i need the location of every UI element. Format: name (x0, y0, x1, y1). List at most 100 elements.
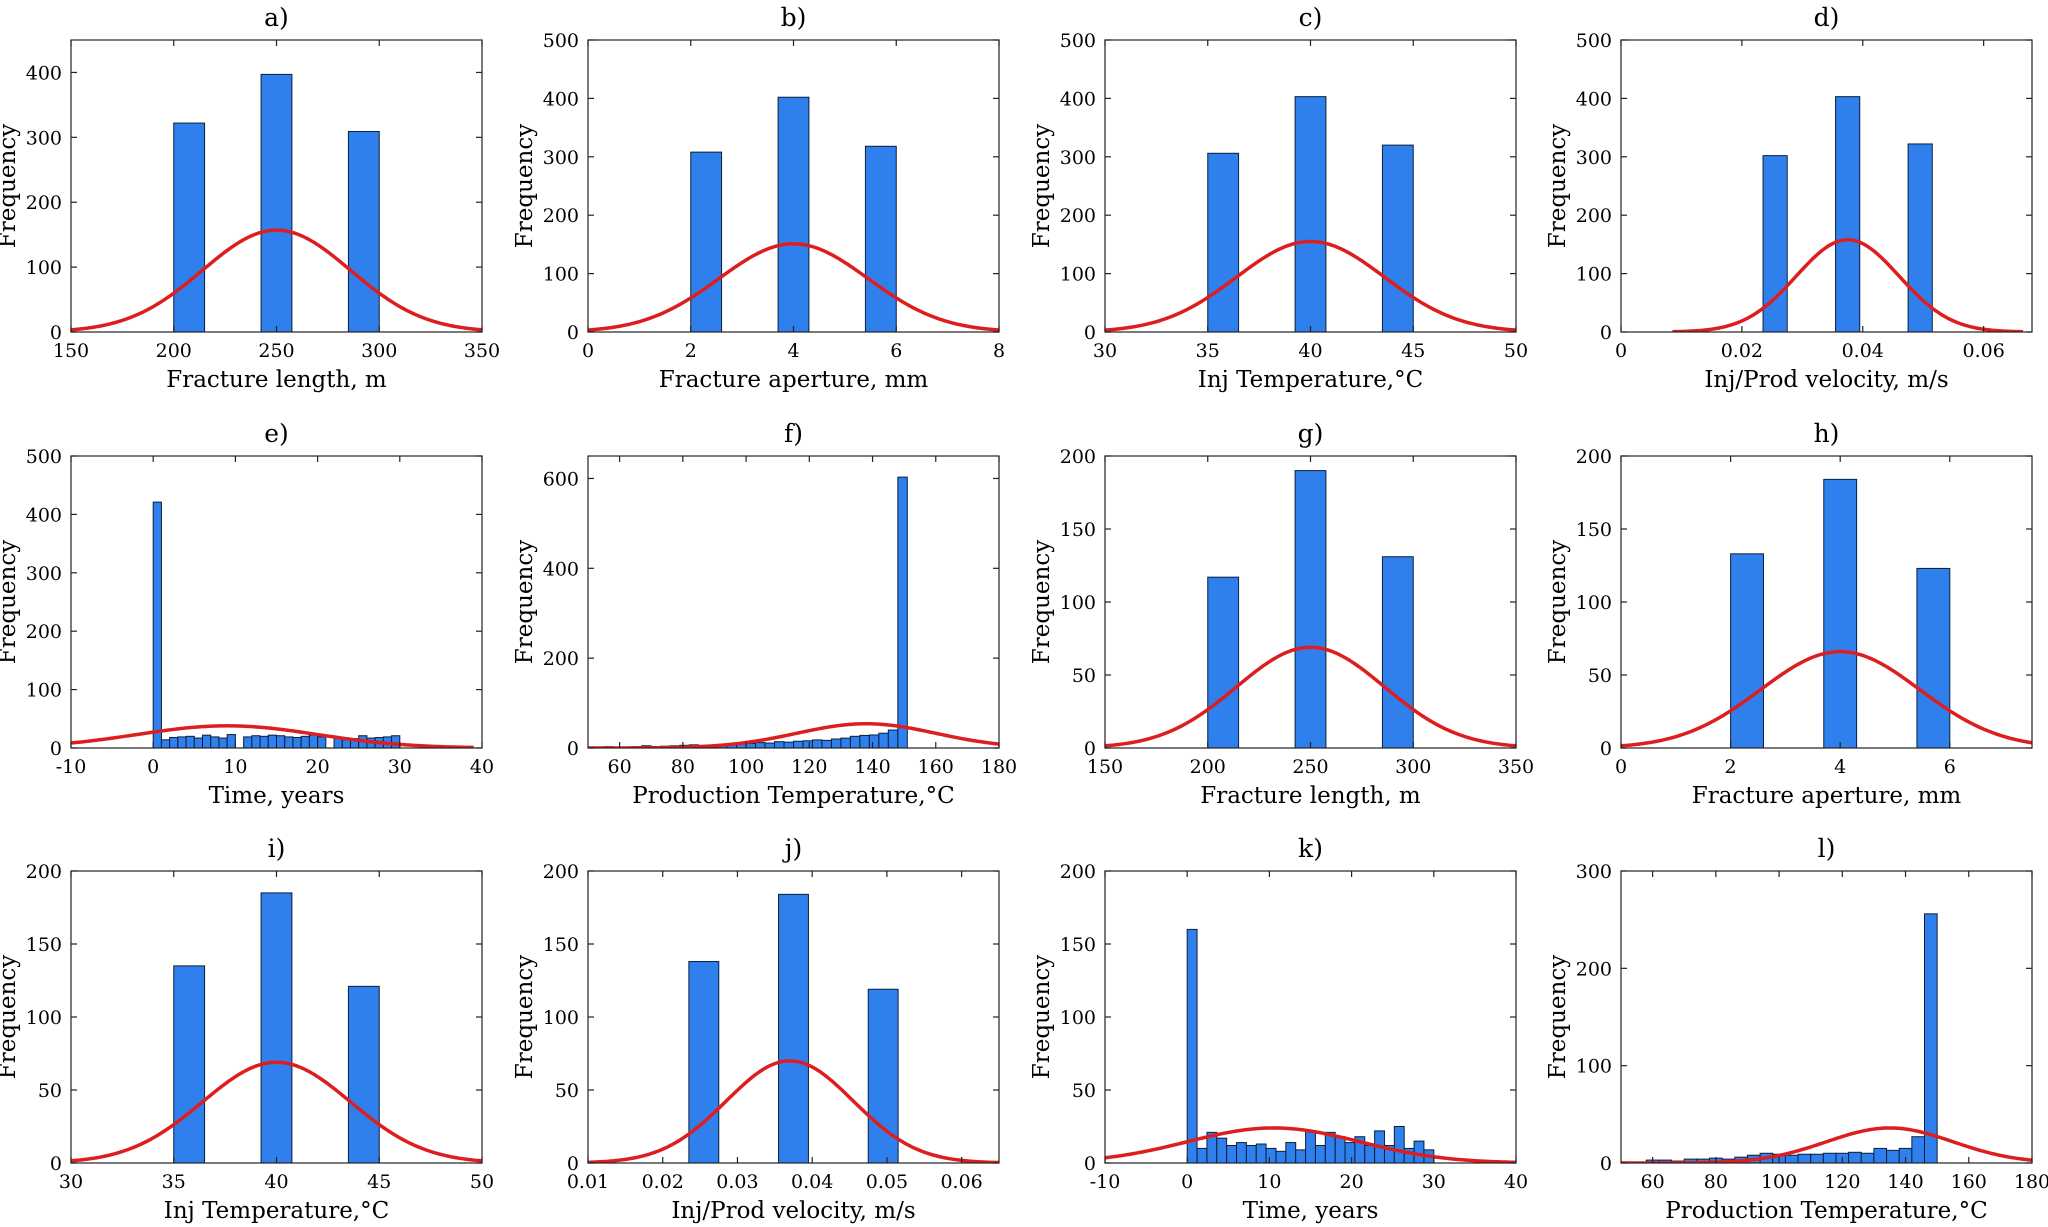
plot-area (588, 456, 999, 748)
histogram-bar (864, 145, 897, 332)
x-tick-label: 0.04 (791, 1171, 833, 1193)
histogram-bar (169, 736, 179, 748)
histogram-bar (276, 735, 286, 748)
y-tick-label: 100 (543, 264, 579, 286)
histogram-bar (745, 743, 757, 748)
normal-fit-curve (588, 242, 999, 332)
histogram-bar (1810, 1153, 1824, 1163)
histogram-bar (868, 734, 880, 748)
y-tick-label: 0 (567, 738, 579, 760)
y-tick-label: 150 (1060, 519, 1096, 541)
y-tick-label: 0 (1084, 1153, 1096, 1175)
histogram-bar (1207, 152, 1240, 332)
histogram-bar (1334, 1136, 1346, 1163)
histogram-bar (1797, 1153, 1812, 1163)
histogram-bar (243, 736, 253, 748)
y-tick-label: 0 (567, 322, 579, 344)
x-tick-label: 20 (1340, 1171, 1364, 1193)
bar-series (690, 96, 897, 332)
x-axis-label: Production Temperature,°C (1665, 1198, 1987, 1224)
y-tick-label: 150 (1060, 934, 1096, 956)
histogram-bar (830, 738, 842, 748)
y-axis-label: Frequency (1545, 955, 1571, 1079)
x-tick-label: 80 (671, 756, 695, 778)
histogram-bar (1730, 553, 1764, 748)
y-tick-label: 500 (26, 446, 62, 468)
histogram-bar (1344, 1142, 1356, 1163)
y-tick-label: 0 (1600, 1153, 1612, 1175)
x-tick-label: 4 (787, 340, 799, 362)
panel-title: f) (784, 419, 803, 448)
histogram-bar (783, 741, 794, 748)
y-tick-label: 0 (50, 738, 62, 760)
x-tick-label: 0.06 (1962, 340, 2004, 362)
x-tick-label: 45 (1401, 340, 1425, 362)
panel-j: 0.01 0.02 0.03 0.04 0.05 0.06 0 50 100 150 200 j) In… (512, 834, 1000, 1224)
x-tick-label: 250 (258, 340, 294, 362)
y-tick-label: 200 (1576, 446, 1612, 468)
histogram-bar (1907, 143, 1933, 332)
histogram-bar (774, 741, 785, 748)
normal-fit-curve (1105, 1126, 1516, 1163)
y-tick-label: 300 (26, 563, 62, 585)
y-tick-label: 200 (26, 621, 62, 643)
y-tick-label: 0 (1084, 322, 1096, 344)
x-tick-label: 0.03 (716, 1171, 758, 1193)
y-tick-label: 150 (543, 934, 579, 956)
bar-series (1207, 470, 1414, 748)
y-tick-label: 400 (1060, 88, 1096, 110)
x-tick-label: 60 (1641, 1171, 1665, 1193)
x-tick-label: 0 (1615, 340, 1627, 362)
x-tick-label: 200 (156, 340, 192, 362)
y-tick-label: 200 (543, 205, 579, 227)
x-axis-label: Fracture length, m (1200, 783, 1421, 809)
histogram-bar (777, 96, 810, 332)
x-axis-label: Time, years (1243, 1198, 1379, 1224)
x-tick-label: 160 (918, 756, 954, 778)
histogram-bar (1294, 96, 1327, 332)
y-axis-label: Frequency (1029, 124, 1055, 248)
y-tick-label: 100 (26, 257, 62, 279)
y-tick-label: 200 (26, 861, 62, 883)
bar-series (173, 892, 380, 1163)
x-tick-label: 2 (685, 340, 697, 362)
histogram-bar (1886, 1149, 1900, 1163)
panel-title: b) (781, 3, 807, 32)
x-tick-label: 6 (1944, 756, 1956, 778)
y-tick-label: 50 (1072, 1080, 1096, 1102)
x-tick-label: 30 (1093, 340, 1117, 362)
normal-fit-curve (71, 1060, 482, 1163)
panel-d: 0 0.02 0.04 0.06 0 100 200 300 400 500 d) Inj/Prod … (1545, 3, 2033, 393)
y-tick-label: 200 (1576, 205, 1612, 227)
x-tick-label: 300 (1395, 756, 1431, 778)
histogram-bar (1255, 1143, 1267, 1163)
x-tick-label: 140 (854, 756, 890, 778)
panel-title: c) (1299, 3, 1323, 32)
histogram-bar (802, 740, 813, 748)
panel-g: 150 200 250 300 350 0 50 100 150 200 g) Fracture le… (1029, 419, 1534, 809)
histogram-bar (1265, 1147, 1277, 1163)
y-tick-label: 0 (50, 322, 62, 344)
panel-title: d) (1814, 3, 1840, 32)
plot-area (71, 456, 482, 748)
histogram-bar (1823, 478, 1858, 748)
histogram-bar (1848, 1151, 1862, 1163)
y-tick-label: 100 (26, 1007, 62, 1029)
y-axis-label: Frequency (0, 955, 21, 1079)
x-axis-label: Inj/Prod velocity, m/s (671, 1198, 915, 1224)
y-tick-label: 200 (1576, 958, 1612, 980)
y-tick-label: 200 (26, 192, 62, 214)
x-tick-label: 300 (361, 340, 397, 362)
x-tick-label: 0 (582, 340, 594, 362)
y-tick-label: 300 (1576, 861, 1612, 883)
panel-title: i) (268, 834, 286, 863)
histogram-bar (897, 476, 908, 748)
x-tick-label: 40 (264, 1171, 288, 1193)
x-tick-label: 120 (1824, 1171, 1860, 1193)
x-axis-label: Fracture aperture, mm (659, 367, 929, 393)
histogram-bar (1381, 144, 1414, 332)
histogram-bar (1364, 1144, 1376, 1163)
x-tick-label: 10 (1257, 1171, 1281, 1193)
